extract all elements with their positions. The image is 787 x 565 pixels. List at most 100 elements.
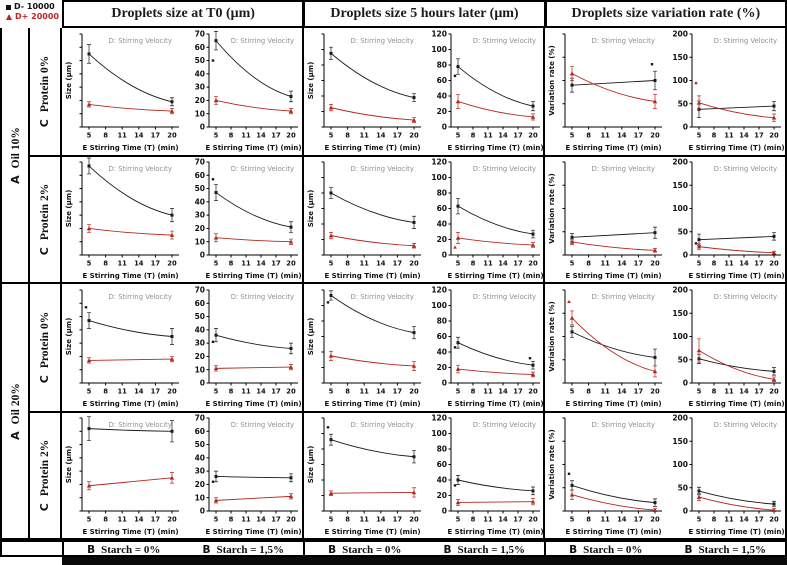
svg-text:Size (μm): Size (μm) — [65, 62, 73, 100]
svg-text:11: 11 — [483, 260, 493, 268]
svg-text:11: 11 — [359, 388, 369, 396]
svg-text:17: 17 — [150, 516, 160, 524]
svg-text:17: 17 — [150, 388, 160, 396]
svg-text:20: 20 — [194, 97, 204, 106]
svg-text:5: 5 — [213, 516, 218, 524]
svg-text:5: 5 — [86, 388, 91, 396]
legend-item-d-plus: D+ 20000 — [6, 12, 62, 22]
svg-text:20: 20 — [409, 260, 419, 268]
protein-2-label-cell: CProtein 2% — [30, 412, 62, 538]
svg-text:14: 14 — [739, 132, 749, 140]
svg-text:20: 20 — [167, 388, 177, 396]
svg-text:17: 17 — [513, 388, 523, 396]
svg-text:17: 17 — [634, 132, 644, 140]
svg-text:D: Stirring Velocity: D: Stirring Velocity — [231, 165, 294, 173]
svg-text:D: Stirring Velocity: D: Stirring Velocity — [350, 165, 413, 173]
svg-text:50: 50 — [194, 185, 204, 194]
svg-text:8: 8 — [712, 132, 717, 140]
mini-chart: 0 20 40 60 80 100 120 5 8 11 14 17 20 E Stirring Time… — [431, 286, 543, 408]
svg-text:Variation rate (%): Variation rate (%) — [548, 46, 556, 116]
column-header-size-t0: Droplets size at T0 (μm) — [62, 0, 305, 28]
svg-text:E Stirring Time (T) (min): E Stirring Time (T) (min) — [447, 528, 543, 536]
svg-text:14: 14 — [498, 516, 508, 524]
bottom-bar — [62, 557, 787, 565]
svg-text:E Stirring Time (T) (min): E Stirring Time (T) (min) — [82, 272, 178, 280]
svg-text:80: 80 — [436, 445, 446, 454]
svg-text:10: 10 — [194, 494, 204, 503]
svg-text:8: 8 — [103, 388, 108, 396]
svg-text:0: 0 — [200, 379, 205, 388]
svg-text:17: 17 — [754, 260, 764, 268]
svg-text:120: 120 — [431, 30, 447, 39]
svg-text:11: 11 — [601, 388, 611, 396]
svg-text:20: 20 — [769, 132, 779, 140]
oil-10-label: AOil 10% — [8, 126, 22, 184]
svg-text:D: Stirring Velocity: D: Stirring Velocity — [350, 293, 413, 301]
mini-chart: 5 8 11 14 17 20 E Stirring Time (T) (min) Size … — [65, 158, 179, 280]
svg-text:D: Stirring Velocity: D: Stirring Velocity — [472, 421, 535, 429]
svg-text:20: 20 — [194, 481, 204, 490]
footer-spacer — [2, 542, 64, 557]
svg-text:D: Stirring Velocity: D: Stirring Velocity — [231, 421, 294, 429]
svg-text:50: 50 — [194, 441, 204, 450]
svg-text:20: 20 — [650, 132, 660, 140]
svg-text:0: 0 — [441, 379, 446, 388]
svg-text:17: 17 — [150, 132, 160, 140]
svg-text:8: 8 — [586, 516, 591, 524]
oil-20-label-cell: AOil 20% — [2, 284, 30, 538]
svg-text:20: 20 — [167, 516, 177, 524]
protein-2-label: CProtein 2% — [38, 183, 52, 256]
svg-text:E Stirring Time (T) (min): E Stirring Time (T) (min) — [447, 144, 543, 152]
chart-cell: 5 8 11 14 17 20 E Stirring Time (T) (min) Varia… — [543, 284, 785, 411]
svg-text:100: 100 — [431, 174, 447, 183]
svg-text:5: 5 — [570, 516, 575, 524]
svg-text:E Stirring Time (T) (min): E Stirring Time (T) (min) — [566, 528, 662, 536]
svg-text:5: 5 — [213, 260, 218, 268]
svg-text:E Stirring Time (T) (min): E Stirring Time (T) (min) — [82, 144, 178, 152]
svg-text:100: 100 — [673, 205, 689, 214]
svg-text:D: Stirring Velocity: D: Stirring Velocity — [350, 421, 413, 429]
svg-text:80: 80 — [436, 189, 446, 198]
svg-text:D: Stirring Velocity: D: Stirring Velocity — [108, 37, 171, 45]
starch-label: B Starch = 0% — [328, 543, 402, 556]
mini-chart: 0 10 20 30 40 50 60 70 5 8 11 14 17 20 E Stirring Time… — [194, 158, 300, 280]
svg-text:120: 120 — [431, 414, 447, 423]
chart-cell: 5 8 11 14 17 20 E Stirring Time (T) (min) Size … — [301, 284, 544, 411]
svg-text:20: 20 — [436, 236, 446, 245]
svg-text:D: Stirring Velocity: D: Stirring Velocity — [108, 165, 171, 173]
svg-text:150: 150 — [673, 181, 689, 190]
mini-chart: 0 20 40 60 80 100 120 5 8 11 14 17 20 E Stirring Time… — [431, 414, 543, 536]
figure-legend: D- 10000 D+ 20000 — [0, 0, 62, 28]
svg-text:E Stirring Time (T) (min): E Stirring Time (T) (min) — [324, 144, 420, 152]
svg-text:20: 20 — [528, 516, 538, 524]
svg-text:E Stirring Time (T) (min): E Stirring Time (T) (min) — [324, 272, 420, 280]
svg-text:E Stirring Time (T) (min): E Stirring Time (T) (min) — [447, 400, 543, 408]
svg-text:17: 17 — [392, 132, 402, 140]
svg-text:D: Stirring Velocity: D: Stirring Velocity — [108, 421, 171, 429]
mini-chart: 0 20 40 60 80 100 120 5 8 11 14 17 20 E Stirring Time… — [431, 30, 543, 152]
svg-text:8: 8 — [586, 132, 591, 140]
svg-text:14: 14 — [134, 132, 144, 140]
svg-text:200: 200 — [673, 158, 689, 167]
svg-text:Size (μm): Size (μm) — [307, 190, 315, 228]
svg-text:Variation rate (%): Variation rate (%) — [548, 174, 556, 244]
svg-text:14: 14 — [376, 132, 386, 140]
svg-text:60: 60 — [436, 77, 446, 86]
footer-starch-labels-variation: B Starch = 0% B Starch = 1,5% — [544, 542, 785, 557]
svg-text:20: 20 — [528, 132, 538, 140]
svg-text:E Stirring Time (T) (min): E Stirring Time (T) (min) — [82, 528, 178, 536]
svg-text:5: 5 — [328, 388, 333, 396]
svg-text:40: 40 — [436, 92, 446, 101]
svg-text:8: 8 — [345, 132, 350, 140]
svg-text:14: 14 — [617, 388, 627, 396]
svg-text:70: 70 — [194, 414, 204, 423]
mini-chart: 0 10 20 30 40 50 60 70 5 8 11 14 17 20 E Stirring Time… — [194, 30, 300, 152]
svg-text:200: 200 — [673, 286, 689, 295]
oil-20-label: AOil 20% — [8, 382, 22, 440]
svg-text:11: 11 — [241, 516, 251, 524]
svg-text:5: 5 — [697, 388, 702, 396]
svg-text:D: Stirring Velocity: D: Stirring Velocity — [592, 165, 655, 173]
svg-text:11: 11 — [117, 388, 127, 396]
svg-text:20: 20 — [409, 388, 419, 396]
